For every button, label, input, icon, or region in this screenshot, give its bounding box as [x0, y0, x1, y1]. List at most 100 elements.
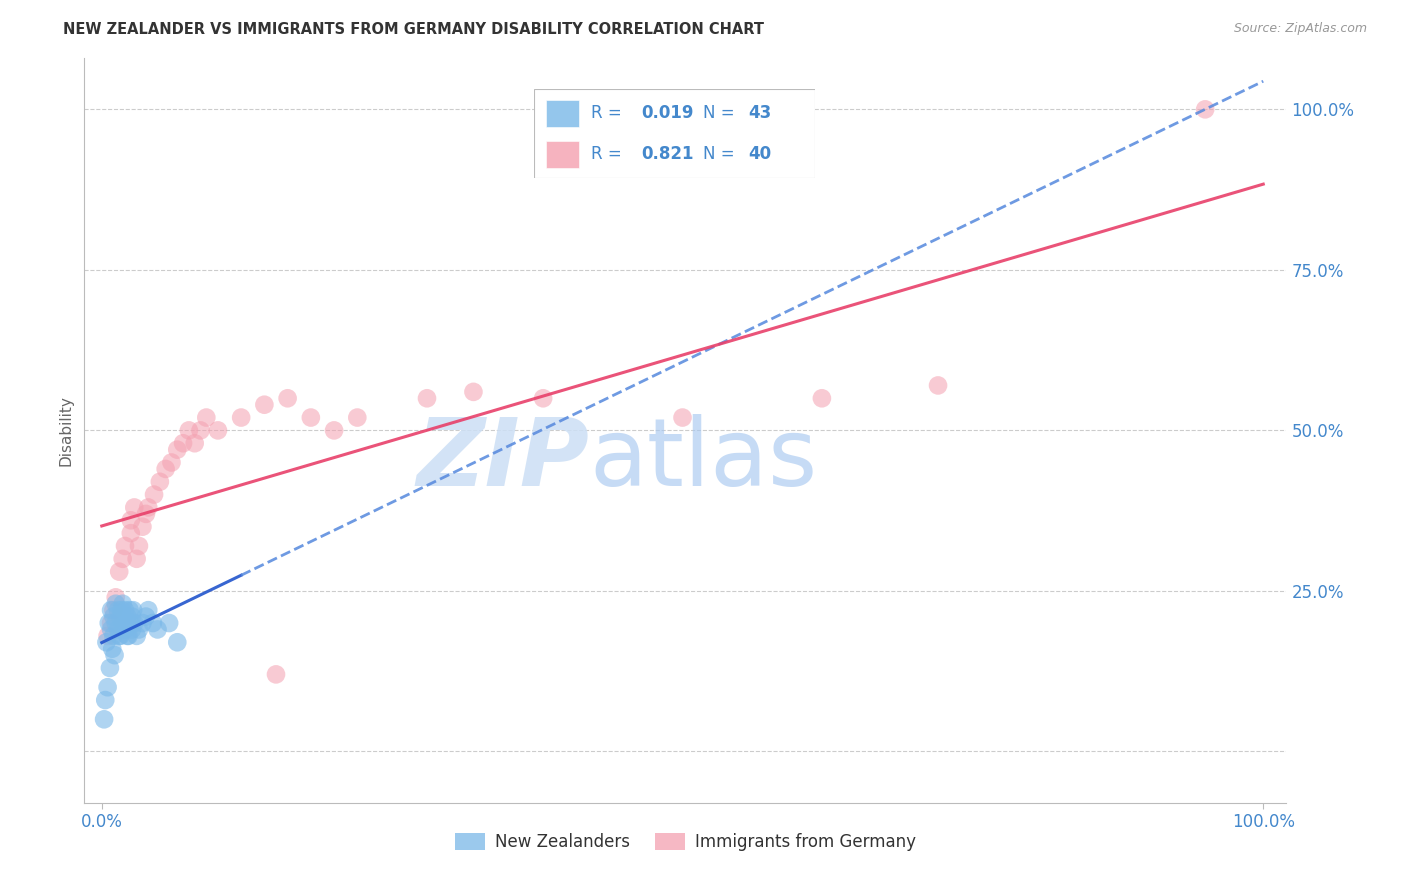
Point [96, 635, 118, 649]
Point [100, 615, 122, 630]
Point [114, 539, 136, 553]
Point [131, 615, 153, 630]
Point [172, 436, 194, 450]
Point [107, 623, 129, 637]
Point [125, 629, 148, 643]
Point [112, 615, 135, 630]
Point [101, 641, 124, 656]
Point [103, 648, 125, 662]
Point [157, 615, 180, 630]
Text: NEW ZEALANDER VS IMMIGRANTS FROM GERMANY DISABILITY CORRELATION CHART: NEW ZEALANDER VS IMMIGRANTS FROM GERMANY… [63, 22, 765, 37]
Point [131, 519, 153, 533]
Text: N =: N = [703, 145, 740, 163]
Point [811, 392, 834, 406]
Text: R =: R = [591, 104, 627, 122]
Point [117, 609, 139, 624]
Point [104, 597, 127, 611]
Point [927, 378, 949, 392]
Point [118, 603, 141, 617]
Point [97, 629, 120, 643]
Point [104, 591, 127, 605]
Point [124, 500, 146, 515]
Point [416, 392, 439, 406]
Point [103, 629, 125, 643]
Point [136, 603, 159, 617]
Point [195, 410, 218, 425]
Point [108, 565, 131, 579]
FancyBboxPatch shape [546, 100, 579, 127]
Text: Source: ZipAtlas.com: Source: ZipAtlas.com [1233, 22, 1367, 36]
Point [111, 597, 134, 611]
Point [114, 603, 136, 617]
Point [117, 629, 139, 643]
Point [110, 629, 132, 643]
Point [463, 384, 485, 399]
Point [124, 615, 146, 630]
Point [531, 392, 554, 406]
Point [190, 424, 212, 438]
Point [231, 410, 253, 425]
Point [121, 609, 143, 624]
Point [98, 661, 121, 675]
Text: 43: 43 [748, 104, 772, 122]
Point [155, 462, 177, 476]
Y-axis label: Disability: Disability [58, 395, 73, 466]
Point [97, 680, 120, 694]
Point [103, 603, 125, 617]
Text: ZIP: ZIP [416, 414, 589, 506]
FancyBboxPatch shape [534, 89, 815, 178]
Point [160, 455, 183, 469]
Point [323, 424, 346, 438]
Point [114, 623, 136, 637]
Point [177, 424, 200, 438]
Point [1194, 103, 1216, 117]
FancyBboxPatch shape [546, 141, 579, 168]
Text: 0.019: 0.019 [641, 104, 693, 122]
Point [146, 623, 169, 637]
Point [110, 609, 132, 624]
Point [100, 603, 122, 617]
Point [97, 615, 120, 630]
Point [671, 410, 693, 425]
Point [118, 615, 141, 630]
Point [122, 603, 145, 617]
Text: 0.821: 0.821 [641, 145, 693, 163]
Point [108, 629, 131, 643]
Text: 40: 40 [748, 145, 770, 163]
Legend: New Zealanders, Immigrants from Germany: New Zealanders, Immigrants from Germany [449, 826, 922, 858]
Point [128, 623, 150, 637]
Point [120, 513, 142, 527]
Point [143, 487, 166, 501]
Point [166, 442, 188, 457]
Point [104, 615, 127, 630]
Point [111, 615, 134, 630]
Point [107, 603, 129, 617]
Point [128, 539, 150, 553]
Point [135, 507, 157, 521]
Point [207, 424, 229, 438]
Text: atlas: atlas [589, 414, 817, 506]
Point [93, 712, 115, 726]
Text: N =: N = [703, 104, 740, 122]
Point [346, 410, 368, 425]
Point [100, 623, 122, 637]
Point [166, 635, 188, 649]
Point [111, 551, 134, 566]
Point [135, 609, 157, 624]
Point [121, 623, 143, 637]
Point [142, 615, 165, 630]
Point [125, 551, 148, 566]
Point [183, 436, 205, 450]
Point [136, 500, 159, 515]
Point [110, 603, 132, 617]
Point [299, 410, 322, 425]
Point [149, 475, 172, 489]
Point [277, 392, 299, 406]
Point [103, 609, 125, 624]
Point [94, 693, 117, 707]
Point [264, 667, 287, 681]
Point [117, 629, 139, 643]
Point [120, 526, 142, 541]
Point [253, 398, 276, 412]
Text: R =: R = [591, 145, 627, 163]
